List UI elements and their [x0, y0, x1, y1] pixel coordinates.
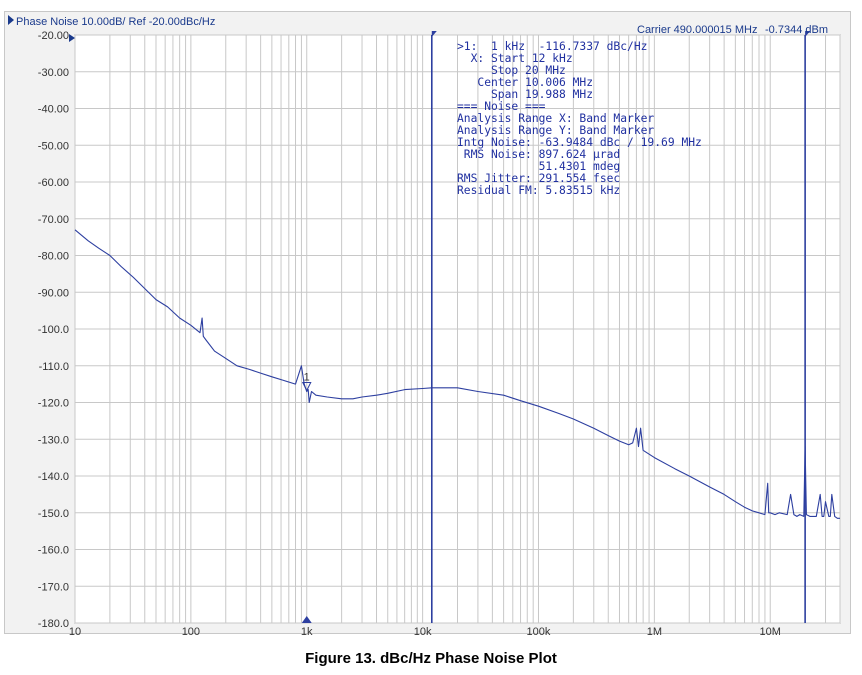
y-tick-label: -30.00 [38, 67, 69, 79]
figure-caption: Figure 13. dBc/Hz Phase Noise Plot [305, 650, 557, 667]
y-tick-label: -50.00 [38, 140, 69, 152]
marker-line: Intg Noise: -63.9484 dBc / 19.69 MHz [457, 136, 702, 149]
y-tick-label: -40.00 [38, 104, 69, 116]
marker-line: Span 19.988 MHz [457, 88, 593, 101]
y-tick-label: -180.0 [38, 618, 69, 630]
phase-noise-chart: -20.00 -30.00 -40.00 -50.00 -60.00 -70.00 -80.… [8, 15, 841, 635]
band-marker-flag-icon [431, 31, 437, 37]
x-tick-label: 10M [760, 626, 781, 635]
marker-info-panel: >1: 1 kHz -116.7337 dBc/Hz X: Start 12 k… [457, 40, 702, 197]
marker-label: 1 [304, 371, 310, 383]
marker-line: RMS Jitter: 291.554 fsec [457, 172, 620, 185]
y-tick-labels: -20.00 -30.00 -40.00 -50.00 -60.00 -70.00 -80.… [38, 30, 69, 630]
marker-line: Stop 20 MHz [457, 64, 566, 77]
marker-line: RMS Noise: 897.624 µrad [457, 148, 620, 161]
ref-level-arrow-icon [69, 34, 75, 42]
y-tick-label: -90.00 [38, 287, 69, 299]
x-tick-labels: 10 100 1k 10k 100k 1M 10M [69, 626, 781, 635]
marker-line: Residual FM: 5.83515 kHz [457, 184, 620, 197]
chart-window: -20.00 -30.00 -40.00 -50.00 -60.00 -70.00 -80.… [4, 11, 851, 635]
y-tick-label: -150.0 [38, 508, 69, 520]
marker-line: Analysis Range X: Band Marker [457, 112, 654, 125]
marker-line: >1: 1 kHz -116.7337 dBc/Hz [457, 40, 647, 53]
x-tick-label: 10k [414, 626, 432, 635]
y-tick-label: -60.00 [38, 177, 69, 189]
x-tick-label: 1M [647, 626, 662, 635]
marker-line: === Noise === [457, 100, 546, 113]
series-group [74, 229, 840, 519]
phase-noise-trace [74, 229, 840, 519]
carrier-label: Carrier 490.000015 MHz [637, 24, 757, 36]
header-title: Phase Noise 10.00dB/ Ref -20.00dBc/Hz [16, 16, 215, 28]
marker-axis-indicator-icon [301, 616, 312, 623]
band-marker-lines [430, 31, 811, 623]
y-tick-label: -20.00 [38, 30, 69, 42]
x-tick-label: 100k [527, 626, 551, 635]
marker-triangle-icon [301, 381, 312, 392]
y-tick-label: -140.0 [38, 471, 69, 483]
y-tick-label: -110.0 [39, 361, 69, 373]
y-tick-label: -80.00 [38, 251, 69, 263]
y-tick-label: -100.0 [38, 324, 69, 336]
y-tick-label: -160.0 [38, 545, 69, 557]
y-tick-label: -130.0 [38, 434, 69, 446]
ref-arrow-icon [8, 15, 14, 25]
marker-line: Center 10.006 MHz [457, 76, 593, 89]
carrier-power: -0.7344 dBm [765, 24, 828, 36]
y-tick-label: -170.0 [38, 581, 69, 593]
y-tick-label: -70.00 [38, 214, 69, 226]
x-tick-label: 1k [301, 626, 313, 635]
marker-group: 1 [301, 371, 312, 623]
y-tick-label: -120.0 [38, 398, 69, 410]
x-tick-label: 10 [69, 626, 81, 635]
marker-line: Analysis Range Y: Band Marker [457, 124, 654, 137]
marker-line: X: Start 12 kHz [457, 52, 573, 65]
marker-line: 51.4301 mdeg [457, 160, 620, 173]
x-tick-label: 100 [182, 626, 200, 635]
band-marker-flag-icon [805, 31, 811, 37]
